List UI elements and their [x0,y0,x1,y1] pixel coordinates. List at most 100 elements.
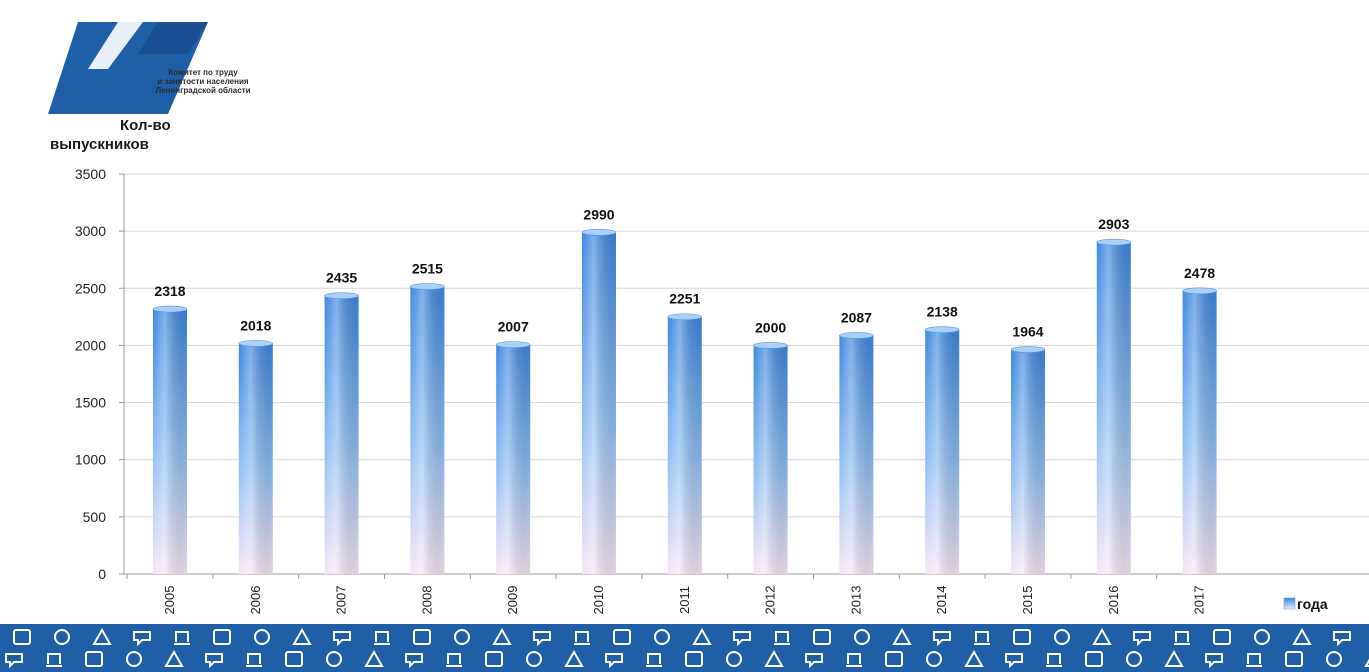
y-tick-label: 500 [83,509,107,525]
y-axis: 0 500 1000 1500 2000 2500 3000 3500 [75,166,1369,582]
organization-name: Комитет по труду и занятости населения Л… [155,68,251,95]
footer-pattern-icon [564,649,584,667]
bar-chart: 0 500 1000 1500 2000 2500 3000 3500 2318 2018 243… [75,166,1369,615]
footer-pattern-icon [805,653,823,669]
footer-pattern-icon [5,653,23,669]
x-tick-label: 2010 [591,586,606,615]
data-label: 1964 [1012,324,1043,340]
x-tick-label: 2007 [334,586,349,615]
footer-pattern-icon [1164,649,1184,667]
footer-pattern-icon [205,653,223,669]
x-tick-label: 2017 [1192,586,1207,615]
footer-pattern-icon [254,629,270,645]
footer-pattern-icon [405,653,423,669]
bar-cap [839,332,874,339]
y-tick-label: 3500 [75,166,106,182]
footer-pattern-icon [333,631,351,647]
footer-pattern-icon [926,651,942,667]
footer-pattern-icon [446,653,462,667]
x-tick-label: 2012 [763,586,778,615]
data-label: 2087 [841,309,872,325]
bar-shading [667,316,702,574]
footer-pattern-icon [1046,653,1062,667]
footer-pattern-icon [213,629,231,645]
footer-pattern-icon [92,627,112,645]
footer-pattern-icon [964,649,984,667]
bar-cap [152,305,188,313]
footer-pattern-icon [1092,627,1112,645]
footer-icon-pattern [5,627,1369,669]
footer-pattern-icon [1005,653,1023,669]
footer-pattern-icon [1174,631,1190,645]
x-tick-label: 2016 [1106,586,1121,615]
gridlines [124,173,1369,518]
footer-pattern-icon [413,629,431,645]
legend-label: года [1297,596,1328,612]
y-axis-title-line2: выпускников [50,136,149,153]
data-label: 2990 [583,206,614,222]
footer-pattern-icon [613,629,631,645]
bar-cap [1182,287,1217,295]
y-tick-label: 2500 [75,280,106,296]
footer-pattern-icon [326,651,342,667]
footer-pattern-icon [364,649,384,667]
footer-pattern-icon [1246,653,1262,667]
footer-pattern-icon [1085,651,1103,667]
footer-pattern-icon [54,629,70,645]
x-tick-label: 2014 [934,586,949,615]
footer-pattern-icon [654,629,670,645]
footer-pattern-icon [1285,651,1303,667]
x-tick-label: 2008 [419,586,434,615]
y-axis-title-line1: Кол-во [120,117,171,134]
footer-pattern-icon [1213,629,1231,645]
bar-shading [1096,242,1131,574]
footer-pattern-icon [774,631,790,645]
bar-cap [581,228,617,236]
decorative-footer-band [0,624,1369,672]
x-tick-label: 2011 [677,586,692,614]
footer-pattern-icon [46,653,62,667]
footer-pattern-icon [374,631,390,645]
data-label: 2138 [927,304,958,320]
footer-pattern-icon [485,651,503,667]
footer-pattern-icon [13,629,31,645]
bars [152,228,1217,575]
data-label: 2435 [326,270,357,286]
bar-cap [1096,238,1132,246]
footer-pattern-icon [974,631,990,645]
footer-pattern-icon [685,651,703,667]
footer-pattern-icon [526,651,542,667]
footer-pattern-icon [285,651,303,667]
footer-pattern-icon [692,627,712,645]
footer-pattern-icon [533,631,551,647]
footer-pattern-icon [126,651,142,667]
x-tick-label: 2013 [848,586,863,615]
data-label: 2903 [1098,216,1129,232]
y-tick-label: 1500 [75,395,106,411]
bar-cap [324,292,359,300]
x-axis: 2005 2006 2007 2008 2009 2010 2011 2012 2013 2014… [126,574,1207,615]
x-tick-label: 2005 [162,586,177,615]
bar-shading [839,335,874,574]
x-tick-label: 2015 [1020,586,1035,615]
bar-shading [753,345,788,574]
bar-shading [324,295,359,574]
footer-pattern-icon [1013,629,1031,645]
footer-pattern-icon [892,627,912,645]
bar-shading [153,309,187,574]
data-label: 2478 [1184,265,1215,281]
footer-pattern-icon [1126,651,1142,667]
y-tick-label: 2000 [75,337,106,353]
footer-pattern-icon [1205,653,1223,669]
bar-shading [238,343,273,574]
footer-pattern-icon [933,631,951,647]
footer-pattern-icon [764,649,784,667]
data-label: 2000 [755,319,786,335]
footer-pattern-icon [164,649,184,667]
footer-pattern-icon [454,629,470,645]
y-tick-label: 1000 [75,452,106,468]
bar-shading [496,344,531,574]
footer-pattern-icon [85,651,103,667]
bar-cap [924,326,960,333]
footer-pattern-icon [726,651,742,667]
